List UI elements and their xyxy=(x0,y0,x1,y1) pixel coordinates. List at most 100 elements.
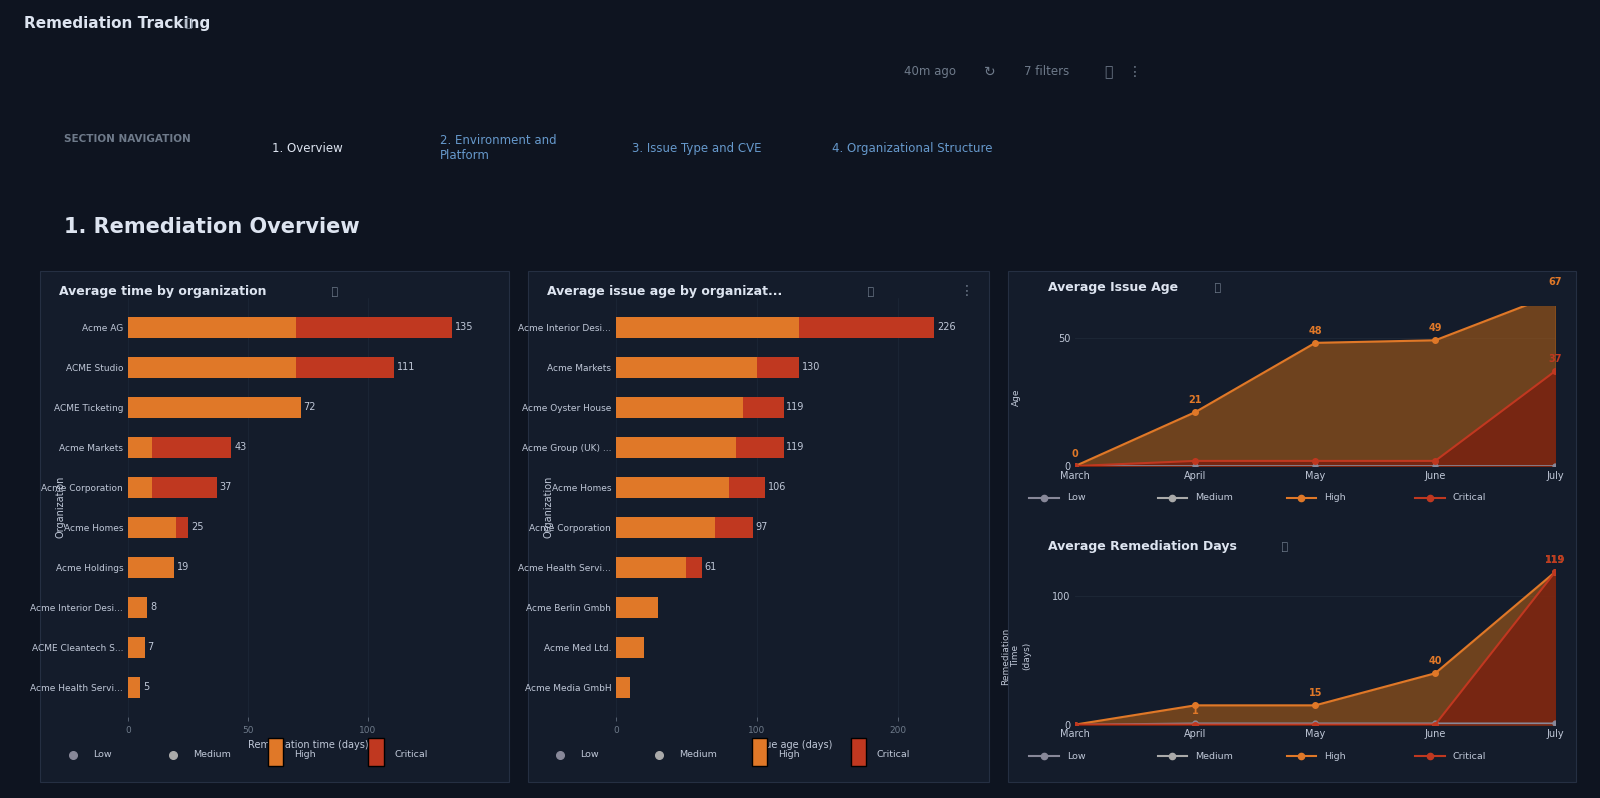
Bar xyxy=(616,437,736,457)
Text: 4. Organizational Structure: 4. Organizational Structure xyxy=(832,142,992,155)
Bar xyxy=(128,437,152,457)
Text: ⓘ: ⓘ xyxy=(1211,283,1221,294)
Text: 40m ago: 40m ago xyxy=(904,65,955,78)
Text: ⓘ: ⓘ xyxy=(328,287,338,298)
Text: 25: 25 xyxy=(190,522,203,532)
Text: Low: Low xyxy=(581,750,598,759)
Text: 106: 106 xyxy=(768,482,787,492)
FancyBboxPatch shape xyxy=(368,738,384,766)
Text: 21: 21 xyxy=(1189,395,1202,405)
Text: 61: 61 xyxy=(704,562,717,572)
Bar xyxy=(715,517,752,538)
Bar xyxy=(757,357,798,377)
Bar xyxy=(128,677,141,697)
Bar xyxy=(296,357,395,377)
Text: 119: 119 xyxy=(1546,555,1565,565)
Text: 7 filters: 7 filters xyxy=(1024,65,1069,78)
Bar xyxy=(616,637,645,658)
Text: ⓘ: ⓘ xyxy=(864,287,874,298)
Text: ↻: ↻ xyxy=(984,65,995,79)
Text: Low: Low xyxy=(93,750,112,759)
Text: 8: 8 xyxy=(150,602,157,612)
Text: 49: 49 xyxy=(1429,323,1442,334)
FancyBboxPatch shape xyxy=(851,738,866,766)
Text: 119: 119 xyxy=(1546,555,1565,565)
Text: 37: 37 xyxy=(1549,354,1562,364)
Bar xyxy=(128,557,174,578)
FancyBboxPatch shape xyxy=(752,738,766,766)
Bar xyxy=(128,397,301,417)
Text: Critical: Critical xyxy=(1453,752,1486,760)
Text: 67: 67 xyxy=(1549,277,1562,287)
Text: 97: 97 xyxy=(755,522,768,532)
Text: ⓘ: ⓘ xyxy=(184,18,192,30)
Bar xyxy=(128,476,152,497)
Bar xyxy=(616,677,630,697)
Text: ⋮: ⋮ xyxy=(1128,65,1142,79)
Bar xyxy=(152,437,232,457)
Text: ⫶: ⫶ xyxy=(1104,65,1112,79)
Text: 0: 0 xyxy=(1072,449,1078,459)
Bar xyxy=(616,357,757,377)
Text: 1: 1 xyxy=(1192,706,1198,717)
Text: 72: 72 xyxy=(304,402,317,412)
Text: Critical: Critical xyxy=(1453,493,1486,502)
Text: 19: 19 xyxy=(176,562,189,572)
Bar xyxy=(686,557,702,578)
Bar xyxy=(128,317,296,338)
Text: Age: Age xyxy=(1011,389,1021,406)
Text: Average issue age by organizat...: Average issue age by organizat... xyxy=(547,285,782,298)
Text: High: High xyxy=(294,750,315,759)
Text: 119: 119 xyxy=(786,442,805,452)
Text: ⋮: ⋮ xyxy=(960,284,974,298)
Bar xyxy=(296,317,453,338)
Bar xyxy=(128,637,146,658)
Bar xyxy=(616,597,658,618)
Text: 2. Environment and
Platform: 2. Environment and Platform xyxy=(440,134,557,163)
Bar xyxy=(152,476,218,497)
Text: 43: 43 xyxy=(234,442,246,452)
Text: Critical: Critical xyxy=(877,750,910,759)
Text: Organization: Organization xyxy=(544,476,554,539)
Text: 130: 130 xyxy=(802,362,821,372)
Bar xyxy=(128,597,147,618)
Text: 7: 7 xyxy=(147,642,154,652)
Text: SECTION NAVIGATION: SECTION NAVIGATION xyxy=(64,134,190,144)
Text: 111: 111 xyxy=(397,362,416,372)
Text: 1. Remediation Overview: 1. Remediation Overview xyxy=(64,217,360,238)
Text: 226: 226 xyxy=(938,322,955,332)
Text: Low: Low xyxy=(1067,493,1085,502)
Text: 5: 5 xyxy=(142,682,149,692)
Text: Medium: Medium xyxy=(678,750,717,759)
Text: 135: 135 xyxy=(454,322,474,332)
Text: Organization: Organization xyxy=(56,476,66,539)
Bar xyxy=(616,317,798,338)
Bar xyxy=(616,397,742,417)
Text: Medium: Medium xyxy=(1195,493,1234,502)
Text: High: High xyxy=(1325,752,1346,760)
Bar xyxy=(616,517,715,538)
Text: 3. Issue Type and CVE: 3. Issue Type and CVE xyxy=(632,142,762,155)
Text: 1. Overview: 1. Overview xyxy=(272,142,342,155)
Bar xyxy=(728,476,765,497)
Text: ⓘ: ⓘ xyxy=(1278,542,1288,552)
Bar xyxy=(128,517,176,538)
Bar xyxy=(798,317,934,338)
Text: Average Remediation Days: Average Remediation Days xyxy=(1048,539,1237,553)
Text: 15: 15 xyxy=(1309,689,1322,698)
Bar xyxy=(616,557,686,578)
Text: Remediation Tracking: Remediation Tracking xyxy=(24,17,210,31)
Text: Average time by organization: Average time by organization xyxy=(59,285,267,298)
Text: 48: 48 xyxy=(1309,326,1322,336)
Bar xyxy=(616,476,728,497)
Bar xyxy=(736,437,784,457)
Text: High: High xyxy=(1325,493,1346,502)
Text: High: High xyxy=(778,750,800,759)
FancyBboxPatch shape xyxy=(267,738,283,766)
Text: Remediation
Time
(days): Remediation Time (days) xyxy=(1002,627,1030,685)
Text: 40: 40 xyxy=(1429,656,1442,666)
Bar xyxy=(128,357,296,377)
Text: Medium: Medium xyxy=(194,750,232,759)
Text: Medium: Medium xyxy=(1195,752,1234,760)
Text: Critical: Critical xyxy=(395,750,427,759)
